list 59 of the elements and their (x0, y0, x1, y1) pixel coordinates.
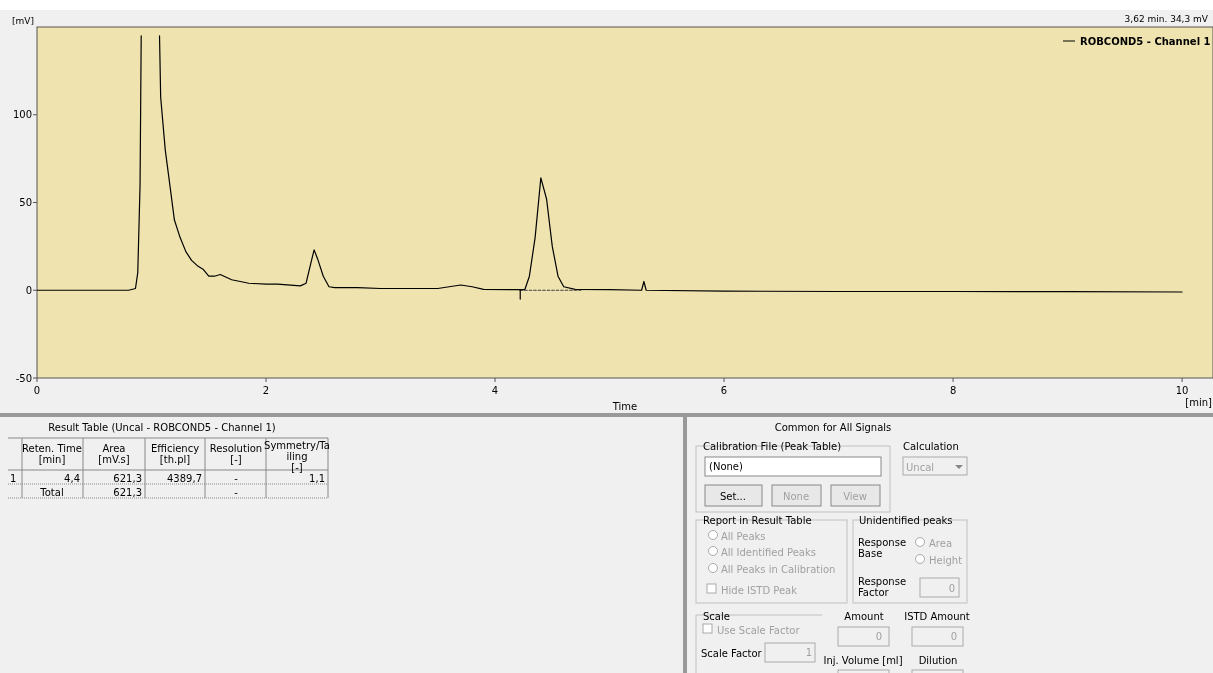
text: Hide ISTD Peak (721, 585, 798, 596)
text: All Peaks in Calibration (721, 564, 836, 575)
text: Total (39, 487, 64, 498)
text: Common for All Signals (774, 422, 892, 433)
text: View (843, 491, 867, 502)
text: Height (929, 555, 963, 566)
text: Unidentified peaks (859, 515, 953, 526)
text: Scale (703, 611, 730, 622)
text: 4,4 (64, 473, 80, 484)
y-tick-label: 100 (12, 109, 32, 121)
text: All Peaks (721, 531, 766, 542)
y-tick-label: -50 (15, 372, 32, 384)
text: Calibration File (Peak Table) (703, 441, 842, 452)
text: 3,62 min. 34,3 mV (1124, 14, 1209, 24)
text: 1 (805, 647, 812, 658)
x-tick-label: 2 (262, 385, 270, 396)
text: Inj. Volume [ml] (823, 655, 903, 666)
text: ISTD Amount (904, 611, 970, 622)
text: Area [mV.s] (98, 443, 130, 465)
text: 621,3 (113, 473, 142, 484)
text: Report in Result Table (703, 515, 812, 526)
y-axis-title: [mV] (12, 16, 34, 26)
text: Dilution (918, 655, 958, 666)
text: Scale Factor (701, 648, 763, 659)
text: 0 (950, 631, 957, 642)
text: Uncal (906, 462, 935, 473)
text: Reten. Time [min] (22, 443, 82, 465)
text: Symmetry/Ta iling [-] (264, 440, 330, 473)
text: [min] (1185, 397, 1213, 408)
text: Use Scale Factor (717, 625, 801, 636)
text: Response Factor (858, 576, 907, 598)
text: None (782, 491, 810, 502)
text: - (234, 487, 239, 498)
text: Efficiency [th.pl] (150, 443, 200, 465)
legend-label: ROBCOND5 - Channel 1 (1080, 36, 1211, 47)
text: Set... (720, 491, 746, 502)
x-tick-label: 4 (491, 385, 499, 396)
text: 621,3 (113, 487, 142, 498)
text: 4389,7 (167, 473, 202, 484)
text: - (234, 473, 239, 484)
text: Response Base (858, 537, 907, 559)
x-tick-label: 0 (33, 385, 41, 396)
text: All Identified Peaks (721, 547, 816, 558)
y-tick-label: 0 (25, 284, 32, 296)
x-tick-label: 6 (720, 385, 728, 396)
x-axis-title: Time (611, 401, 638, 412)
text: Resolution [-] (209, 443, 263, 465)
text: Result Table (Uncal - ROBCOND5 - Channel 1) (48, 422, 276, 433)
text: Area (929, 538, 953, 549)
text: 0 (875, 631, 882, 642)
text: Amount (844, 611, 884, 622)
text: 1,1 (309, 473, 325, 484)
text: (None) (709, 461, 743, 472)
x-tick-label: 10 (1175, 385, 1189, 396)
text: 1 (10, 473, 17, 484)
y-tick-label: 50 (19, 197, 32, 208)
x-tick-label: 8 (949, 385, 957, 396)
text: 0 (948, 583, 955, 594)
text: Calculation (903, 441, 959, 452)
